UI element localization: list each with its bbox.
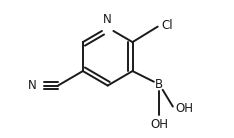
Text: N: N	[28, 79, 37, 92]
Text: Cl: Cl	[161, 19, 173, 32]
Text: N: N	[103, 13, 112, 26]
Text: OH: OH	[150, 118, 168, 131]
Text: B: B	[155, 78, 164, 91]
Text: OH: OH	[175, 102, 193, 115]
